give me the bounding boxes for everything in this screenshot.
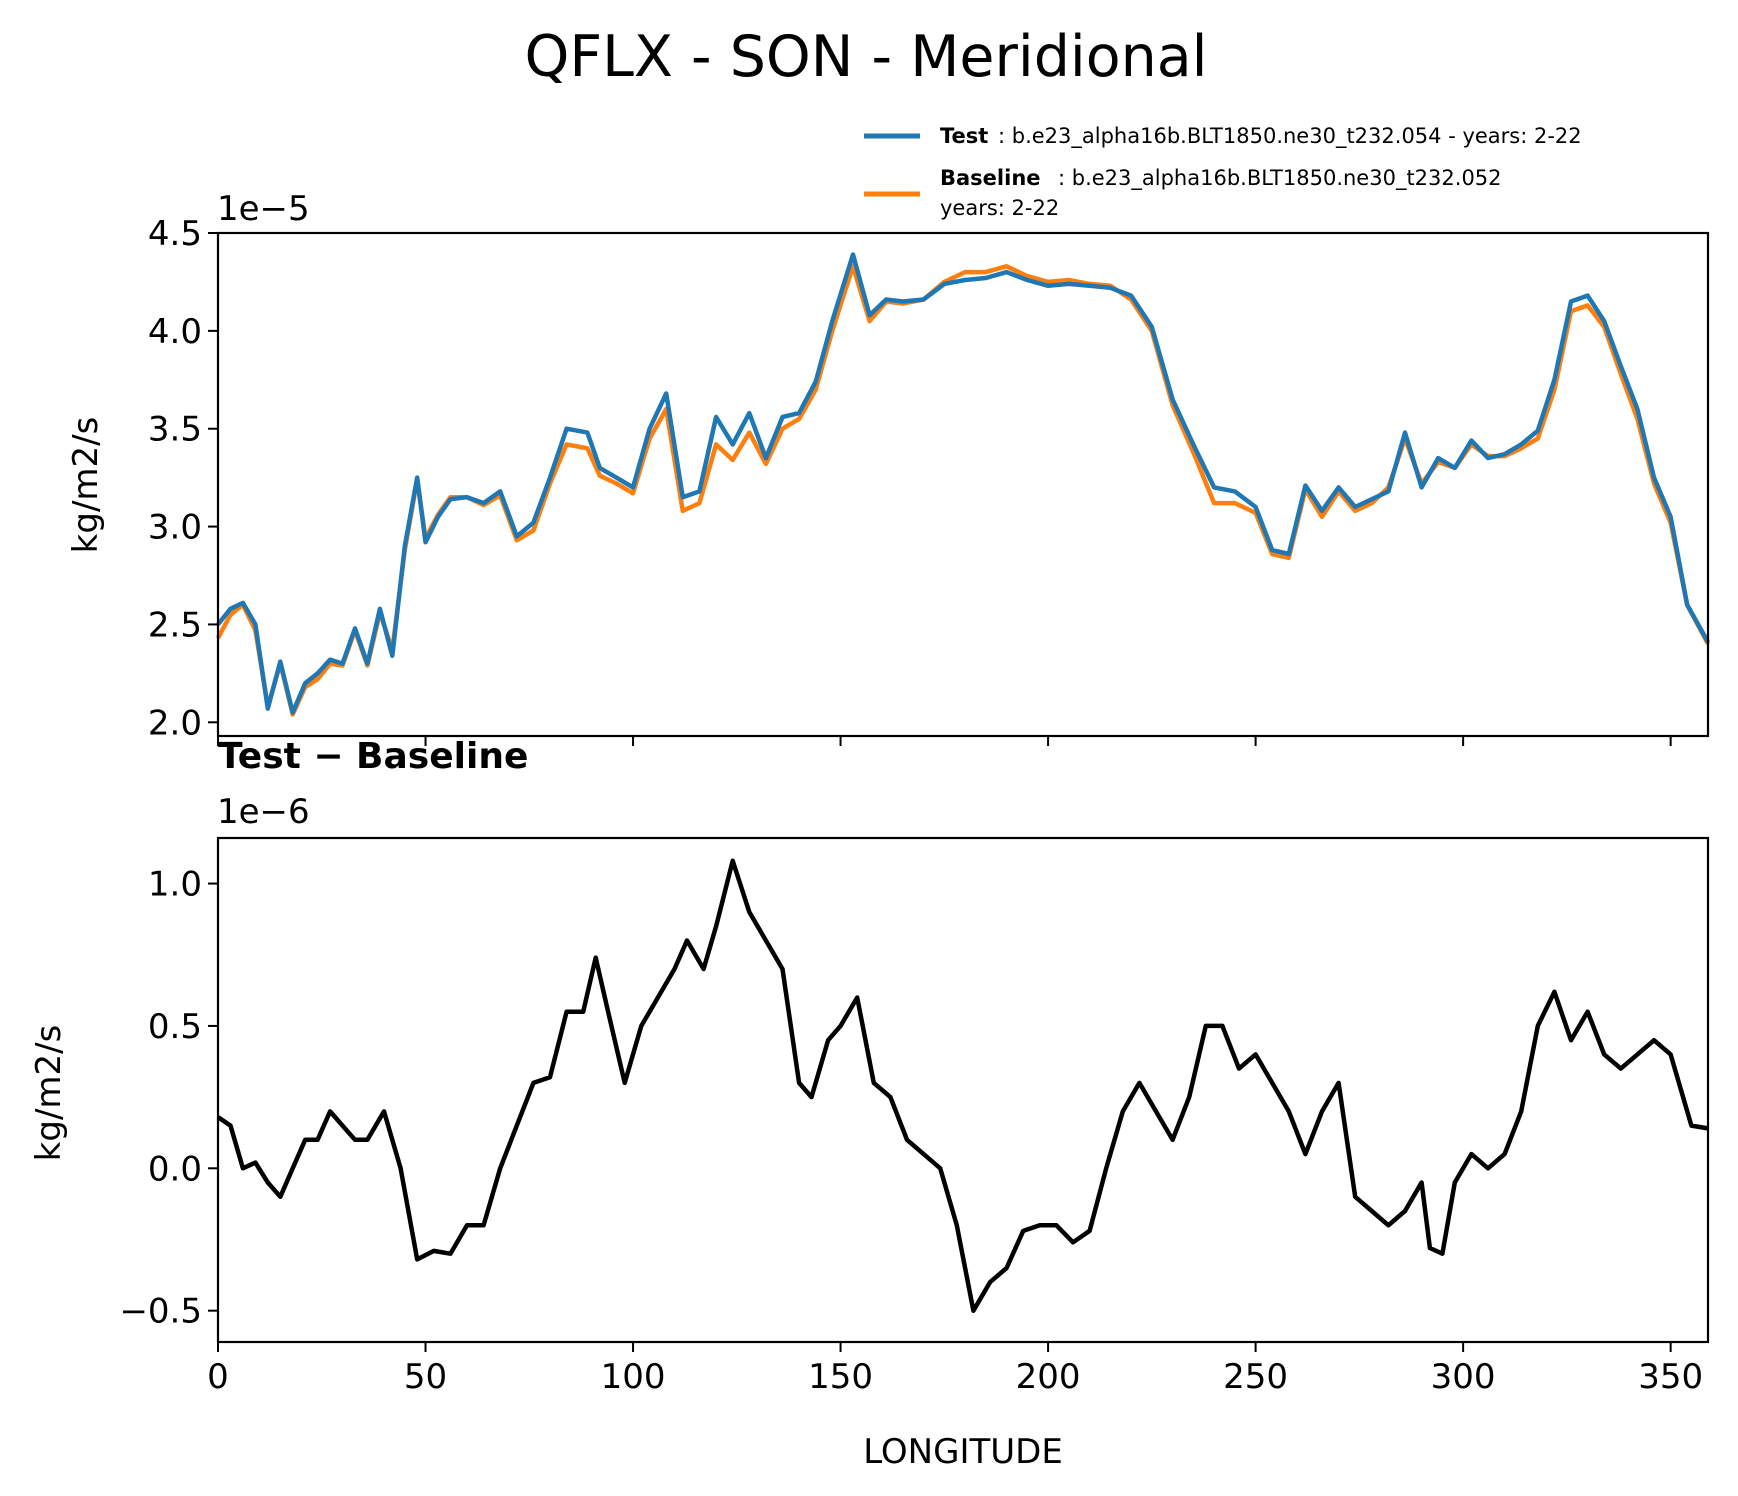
diff-panel-title: Test − Baseline bbox=[218, 736, 528, 777]
y-tick-label: 2.5 bbox=[148, 605, 202, 645]
legend: Test : b.e23_alpha16b.BLT1850.ne30_t232.… bbox=[864, 124, 1582, 220]
bottom-y-ticks: −0.5 0.0 0.5 1.0 bbox=[119, 865, 218, 1332]
x-axis-label: LONGITUDE bbox=[863, 1432, 1063, 1472]
top-x-ticks bbox=[217, 736, 1672, 746]
figure-title: QFLX - SON - Meridional bbox=[524, 24, 1207, 90]
x-tick-label: 350 bbox=[1638, 1357, 1703, 1397]
x-tick-label: 100 bbox=[601, 1357, 666, 1397]
top-plot-frame bbox=[216, 231, 1710, 738]
difference-series-line bbox=[216, 858, 1709, 1313]
legend-baseline-text: : b.e23_alpha16b.BLT1850.ne30_t232.052 bbox=[1058, 166, 1502, 191]
bottom-x-ticks: 0 50 100 150 200 250 300 350 bbox=[207, 1342, 1703, 1397]
legend-test-name: Test bbox=[940, 124, 988, 148]
top-offset-text: 1e−5 bbox=[217, 189, 310, 229]
y-tick-label: 4.5 bbox=[148, 214, 202, 254]
bottom-y-axis-label: kg/m2/s bbox=[29, 1025, 69, 1162]
legend-test-text: : b.e23_alpha16b.BLT1850.ne30_t232.054 -… bbox=[998, 124, 1582, 149]
top-panel: 1e−5 kg/m2/s 2.0 2.5 3.0 3.5 4.0 4.5 bbox=[66, 189, 1710, 746]
x-tick-label: 300 bbox=[1431, 1357, 1496, 1397]
x-tick-label: 150 bbox=[808, 1357, 873, 1397]
y-tick-label: −0.5 bbox=[119, 1292, 202, 1332]
legend-baseline-name: Baseline bbox=[940, 166, 1041, 190]
x-tick-label: 50 bbox=[404, 1357, 447, 1397]
y-tick-label: 4.0 bbox=[148, 312, 202, 352]
bottom-plot-frame bbox=[216, 836, 1710, 1344]
x-tick-label: 200 bbox=[1016, 1357, 1081, 1397]
y-tick-label: 3.0 bbox=[148, 508, 202, 548]
x-tick-label: 0 bbox=[207, 1357, 229, 1397]
y-tick-label: 3.5 bbox=[148, 410, 202, 450]
y-tick-label: 0.0 bbox=[148, 1149, 202, 1189]
test-series-line bbox=[216, 252, 1710, 715]
bottom-panel: Test − Baseline 1e−6 kg/m2/s LONGITUDE −… bbox=[29, 736, 1710, 1472]
top-y-ticks: 2.0 2.5 3.0 3.5 4.0 4.5 bbox=[148, 214, 218, 743]
y-tick-label: 2.0 bbox=[148, 703, 202, 743]
y-tick-label: 0.5 bbox=[148, 1007, 202, 1047]
x-tick-label: 250 bbox=[1223, 1357, 1288, 1397]
bottom-offset-text: 1e−6 bbox=[217, 792, 310, 832]
top-y-axis-label: kg/m2/s bbox=[66, 417, 106, 554]
legend-baseline-text2: years: 2-22 bbox=[940, 196, 1059, 220]
y-tick-label: 1.0 bbox=[148, 865, 202, 905]
